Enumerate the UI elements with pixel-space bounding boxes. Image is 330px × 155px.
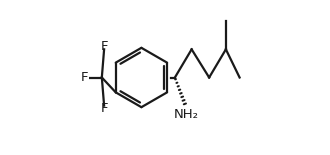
Text: F: F — [101, 40, 108, 53]
Text: F: F — [81, 71, 88, 84]
Text: NH₂: NH₂ — [174, 108, 199, 121]
Text: F: F — [101, 102, 108, 115]
